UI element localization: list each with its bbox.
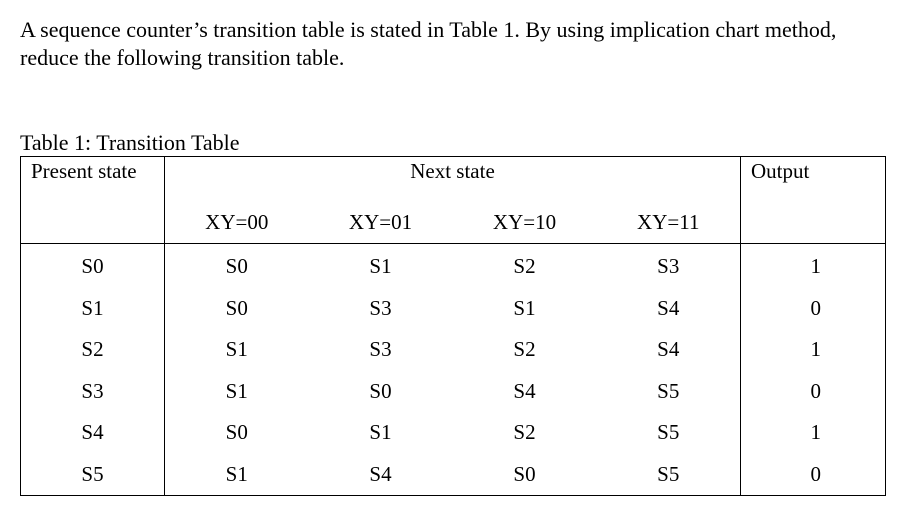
- next-state-cell: S1: [225, 337, 248, 362]
- table-row: S4 S0 S1 S2 S5 1: [20, 412, 886, 454]
- transition-table: Present state Next state Output XY=00 XY…: [20, 156, 886, 496]
- output-cell: 0: [740, 287, 886, 329]
- next-state-cell: S1: [369, 420, 392, 445]
- next-state-cell: S1: [164, 453, 309, 496]
- next-state-cell: S4: [657, 337, 680, 362]
- present-state-cell: S1: [20, 287, 165, 329]
- table-header: Present state Next state Output XY=00 XY…: [20, 156, 886, 244]
- next-state-cell: S0: [164, 243, 309, 288]
- next-state-cell: S2: [513, 337, 536, 362]
- output-cell: 1: [740, 412, 886, 454]
- present-state-cell: S4: [20, 412, 165, 454]
- input-header-xy01: XY=01: [348, 209, 413, 234]
- next-state-cell: S5: [657, 378, 680, 403]
- next-state-cell: S4: [513, 378, 536, 403]
- output-cell: 0: [740, 453, 886, 496]
- next-state-cell: S3: [369, 337, 392, 362]
- table-row: S3 S1 S0 S4 S5 0: [20, 370, 886, 412]
- table-row: S5 S1 S4 S0 S5 0: [20, 453, 886, 496]
- next-state-cell: S4: [657, 295, 680, 320]
- next-state-cell: S1: [225, 378, 248, 403]
- present-state-header: Present state: [20, 156, 165, 244]
- input-header-xy10: XY=10: [492, 209, 557, 234]
- next-state-header: Next state: [164, 156, 741, 201]
- next-state-cell: S0: [452, 453, 597, 496]
- table-row: S0 S0 S1 S2 S3 1: [20, 243, 886, 288]
- table-body: S0 S0 S1 S2 S3 1 S1 S0 S3 S1 S4 0 S2 S1 …: [20, 243, 886, 496]
- present-state-cell: S3: [20, 370, 165, 412]
- next-state-cell: S5: [657, 420, 680, 445]
- next-state-cell: S3: [369, 295, 392, 320]
- next-state-cell: S2: [513, 420, 536, 445]
- present-state-cell: S5: [20, 453, 165, 496]
- table-row: S1 S0 S3 S1 S4 0: [20, 287, 886, 329]
- table-row: S2 S1 S3 S2 S4 1: [20, 329, 886, 371]
- output-header: Output: [740, 156, 886, 244]
- output-cell: 0: [740, 370, 886, 412]
- next-state-cell: S5: [596, 453, 741, 496]
- next-state-cell: S3: [596, 243, 741, 288]
- input-header-xy00: XY=00: [205, 209, 269, 234]
- next-state-cell: S0: [369, 378, 392, 403]
- input-header-xy11: XY=11: [637, 209, 700, 234]
- next-state-cell: S0: [225, 295, 248, 320]
- next-state-cell: S1: [308, 243, 453, 288]
- next-state-cell: S4: [308, 453, 453, 496]
- output-cell: 1: [740, 329, 886, 371]
- next-state-cell: S1: [513, 295, 536, 320]
- present-state-cell: S2: [20, 329, 165, 371]
- next-state-cell: S0: [225, 420, 248, 445]
- table-caption: Table 1: Transition Table: [20, 130, 240, 155]
- output-cell: 1: [740, 243, 886, 288]
- next-state-cell: S2: [452, 243, 597, 288]
- question-text: A sequence counter’s transition table is…: [20, 17, 837, 70]
- present-state-cell: S0: [20, 243, 165, 288]
